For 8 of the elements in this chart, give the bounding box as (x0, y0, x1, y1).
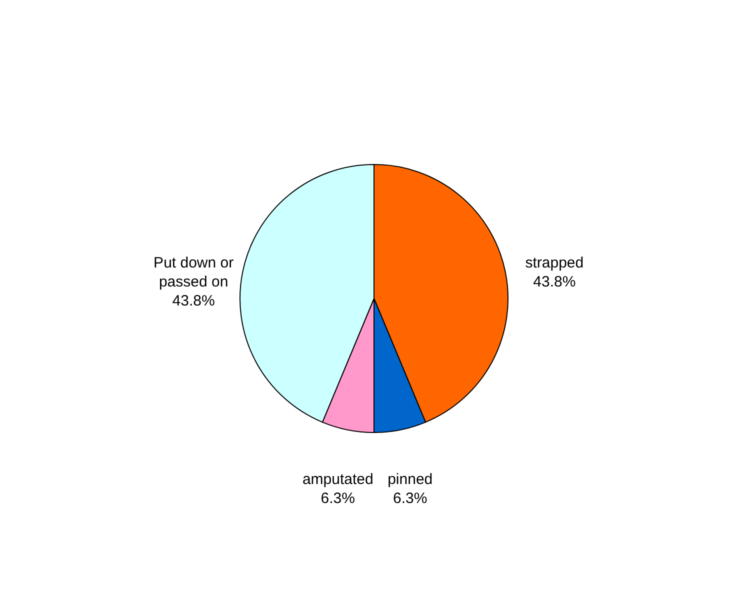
slice-label: strapped (525, 254, 584, 272)
data-label: 43.8% (172, 292, 215, 310)
data-label: 6.3% (320, 490, 355, 507)
slice-label: amputated (302, 470, 374, 488)
slice-label: Put down or passed on (154, 254, 234, 290)
data-label: 6.3% (393, 490, 428, 507)
data-label: 43.8% (533, 273, 576, 290)
slice-label: pinned (388, 470, 433, 488)
